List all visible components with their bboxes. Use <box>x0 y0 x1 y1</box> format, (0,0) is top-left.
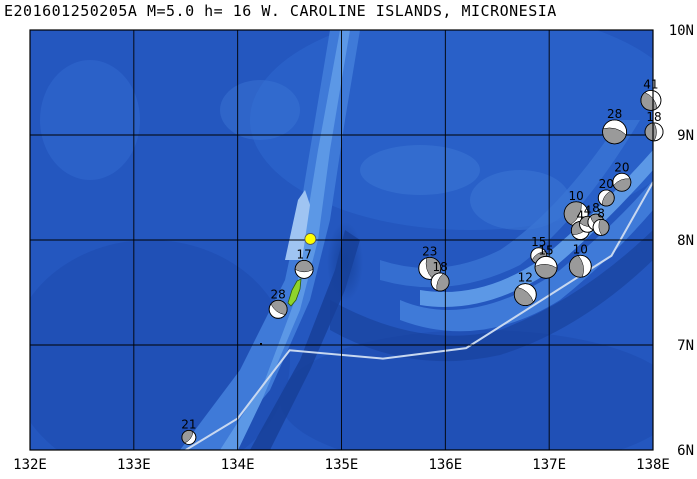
event-depth-label: 10 <box>573 242 588 256</box>
map-title: E201601250205A M=5.0 h= 16 W. CAROLINE I… <box>4 2 557 20</box>
event-depth-label: 41 <box>643 77 658 91</box>
event-depth-label: 17 <box>296 247 311 261</box>
focal-mechanism: 28 <box>602 107 627 145</box>
focal-mechanism: 8 <box>592 206 610 236</box>
event-depth-label: 28 <box>607 107 622 121</box>
focal-mechanism: 20 <box>612 160 632 192</box>
focal-mechanism: 18 <box>644 110 664 142</box>
event-depth-label: 12 <box>518 271 533 285</box>
lat-tick-label: 7N <box>677 338 694 354</box>
lon-tick-label: 133E <box>117 457 151 473</box>
event-depth-label: 15 <box>531 235 546 249</box>
event-depth-label: 20 <box>599 177 614 191</box>
lon-tick-label: 136E <box>428 457 462 473</box>
lat-tick-label: 10N <box>669 23 694 39</box>
islet <box>260 343 262 345</box>
lon-tick-label: 135E <box>325 457 359 473</box>
lon-tick-label: 137E <box>532 457 566 473</box>
focal-mechanism: 20 <box>597 177 615 207</box>
palau-island <box>287 278 302 307</box>
focal-mechanism: 12 <box>513 271 537 307</box>
lat-tick-label: 8N <box>677 233 694 249</box>
event-depth-label: 4 <box>576 209 584 223</box>
focal-mechanism: 41 <box>640 77 662 111</box>
focal-mechanism: 18 <box>430 260 450 292</box>
longitude-axis: 132E 133E 134E 135E 136E 137E 138E <box>13 457 670 473</box>
epicenter-marker <box>304 233 317 245</box>
focal-mechanism: 28 <box>268 287 288 319</box>
event-depth-label: 4 <box>584 203 592 217</box>
focal-mechanism: 15 <box>534 243 558 279</box>
latitude-axis: 6N 7N 8N 9N 10N <box>669 23 694 459</box>
event-depth-label: 28 <box>271 287 286 301</box>
event-depth-label: 18 <box>646 110 661 124</box>
event-depth-label: 20 <box>614 160 629 174</box>
lon-tick-label: 138E <box>636 457 670 473</box>
lat-tick-label: 6N <box>677 443 694 459</box>
event-depth-label: 18 <box>433 260 448 274</box>
event-depth-label: 10 <box>569 189 584 203</box>
event-depth-label: 8 <box>597 206 605 220</box>
focal-mechanism: 10 <box>568 242 592 278</box>
map-frame <box>29 29 654 451</box>
focal-mechanism: 17 <box>294 247 314 279</box>
focal-mechanism: 21 <box>181 417 197 445</box>
event-depth-label: 21 <box>181 417 196 431</box>
event-depth-label: 8 <box>592 201 600 215</box>
lon-tick-label: 132E <box>13 457 47 473</box>
lat-tick-label: 9N <box>677 128 694 144</box>
event-depth-label: 15 <box>538 243 553 257</box>
lon-tick-label: 134E <box>221 457 255 473</box>
bathymetry <box>30 30 653 450</box>
event-depth-label: 23 <box>422 244 437 258</box>
